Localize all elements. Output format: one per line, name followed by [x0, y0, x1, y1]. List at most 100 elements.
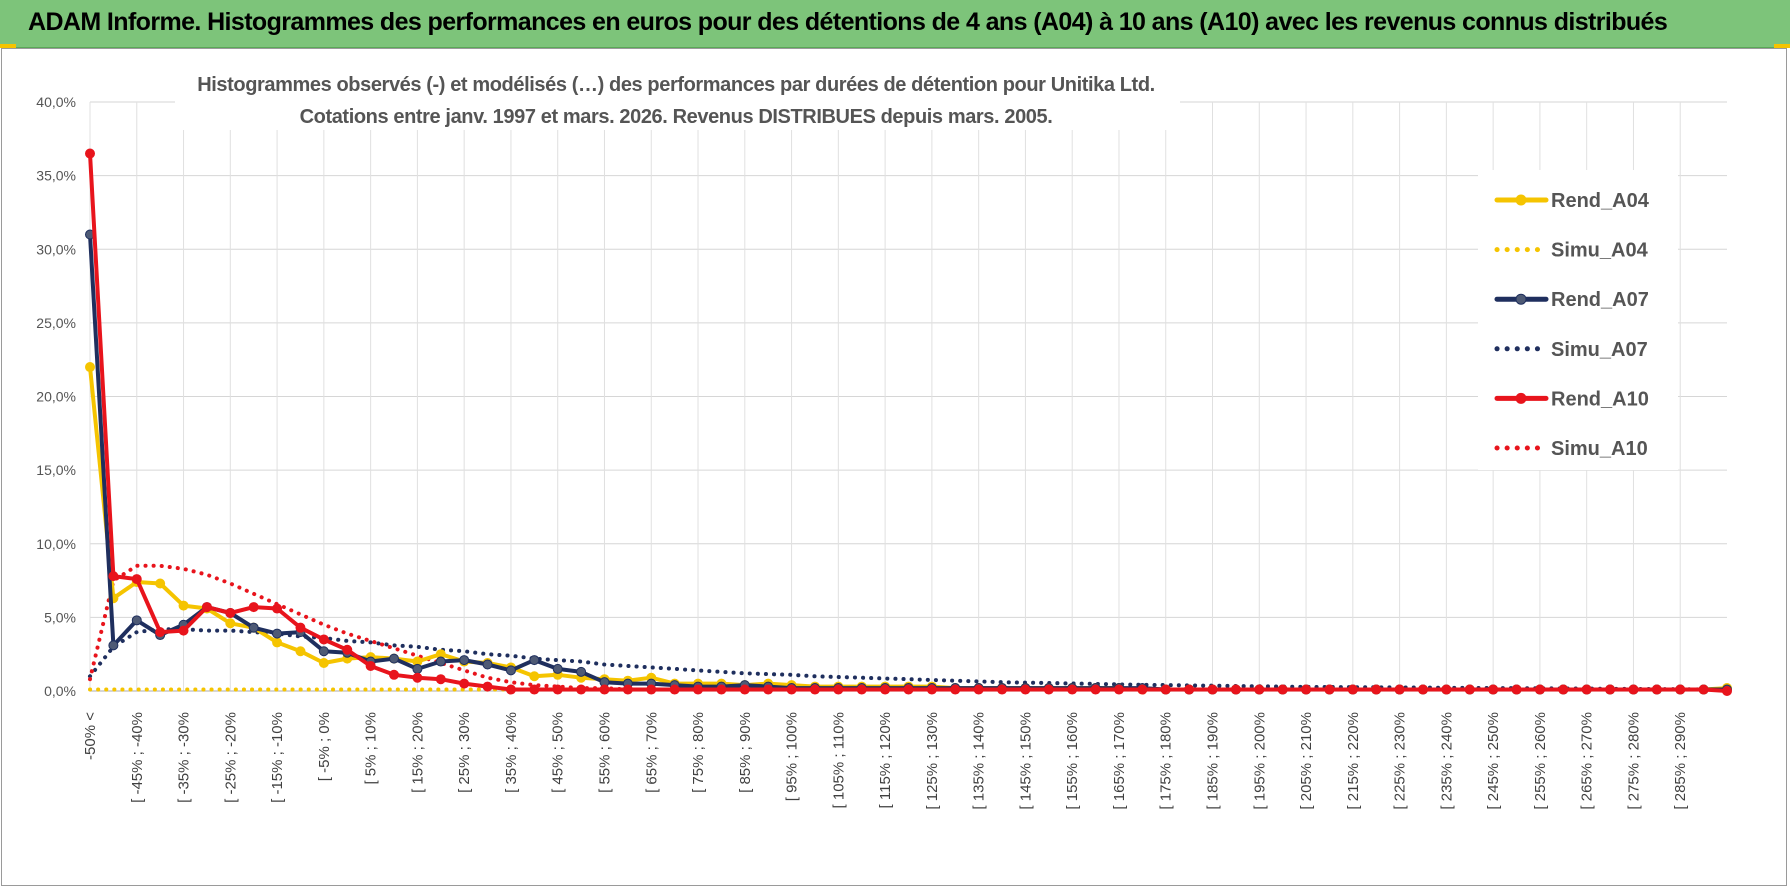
legend-item-simu_a04: Simu_A04	[1494, 240, 1649, 262]
data-point	[1417, 684, 1428, 695]
y-tick-label: 10,0%	[36, 536, 76, 552]
data-point	[365, 660, 376, 671]
data-point	[225, 607, 236, 618]
data-point	[552, 663, 563, 674]
data-point	[248, 602, 259, 613]
x-tick-label: [ 285% ; 290%	[1672, 712, 1689, 810]
y-tick-label: 40,0%	[36, 94, 76, 110]
data-point	[225, 618, 236, 629]
y-tick-label: 5,0%	[44, 609, 76, 625]
data-point	[201, 602, 212, 613]
y-tick-label: 25,0%	[36, 315, 76, 331]
data-point	[178, 625, 189, 636]
x-tick-label: [ -45% ; -40%	[129, 712, 146, 803]
data-point	[248, 622, 259, 633]
data-point	[576, 666, 587, 677]
data-point	[1067, 684, 1078, 695]
data-point	[1534, 684, 1545, 695]
data-point	[576, 684, 587, 695]
data-point	[1137, 684, 1148, 695]
data-point	[1488, 684, 1499, 695]
data-point	[272, 637, 283, 648]
data-point	[973, 684, 984, 695]
x-tick-label: [ -15% ; -10%	[269, 712, 286, 803]
data-point	[1651, 684, 1662, 695]
y-tick-label: 15,0%	[36, 462, 76, 478]
data-point	[1605, 684, 1616, 695]
data-point	[1324, 684, 1335, 695]
legend-marker	[1515, 293, 1527, 305]
x-tick-label: [ 35% ; 40%	[503, 712, 520, 793]
data-point	[1371, 684, 1382, 695]
data-point	[1698, 684, 1709, 695]
data-point	[295, 622, 306, 633]
x-tick-label: [ 195% ; 200%	[1251, 712, 1268, 810]
x-tick-label: [ 225% ; 230%	[1392, 712, 1409, 810]
grid-lines	[89, 101, 1727, 692]
data-point	[295, 646, 306, 657]
data-point	[1464, 684, 1475, 695]
data-point	[1441, 684, 1452, 695]
legend-label: Simu_A07	[1551, 339, 1648, 361]
x-tick-label: [ 235% ; 240%	[1438, 712, 1455, 810]
x-tick-label: [ 135% ; 140%	[971, 712, 988, 810]
series-rend_a10	[85, 148, 1732, 696]
y-tick-label: 0,0%	[44, 683, 76, 699]
data-point	[1628, 684, 1639, 695]
data-point	[1558, 684, 1569, 695]
x-tick-label: [ 265% ; 270%	[1579, 712, 1596, 810]
y-axis-ticks: 0,0% 5,0% 10,0% 15,0% 20,0% 25,0% 30,0% 35,0% 40…	[36, 94, 76, 699]
data-point	[435, 674, 446, 685]
data-point	[155, 627, 166, 638]
x-tick-label: [ 255% ; 260%	[1532, 712, 1549, 810]
x-tick-label: [ 175% ; 180%	[1158, 712, 1175, 810]
data-point	[833, 684, 844, 695]
data-point	[108, 640, 119, 651]
data-series	[85, 148, 1732, 696]
legend-item-simu_a07: Simu_A07	[1494, 339, 1648, 361]
x-tick-label: [ 215% ; 220%	[1345, 712, 1362, 810]
legend-item-simu_a10: Simu_A10	[1494, 438, 1648, 460]
data-point	[1347, 684, 1358, 695]
data-point	[903, 684, 914, 695]
data-point	[131, 615, 142, 626]
data-point	[389, 669, 400, 680]
data-point	[529, 655, 540, 666]
chart-title-box: Histogrammes observés (-) et modélisés (…	[175, 62, 1180, 130]
data-point	[1230, 684, 1241, 695]
corner-accent-left	[0, 44, 16, 48]
x-tick-label: [ 275% ; 280%	[1625, 712, 1642, 810]
data-point	[1090, 684, 1101, 695]
data-point	[272, 628, 283, 639]
data-point	[1184, 684, 1195, 695]
chart-subtitle: Cotations entre janv. 1997 et mars. 2026…	[300, 106, 1053, 128]
x-tick-label: [ 155% ; 160%	[1064, 712, 1081, 810]
x-axis-ticks: -50% < [ -45% ; -40% [ -35% ; -30% [ -25% ;…	[82, 712, 1689, 810]
data-point	[1254, 684, 1265, 695]
data-point	[318, 646, 329, 657]
x-tick-label: [ 75% ; 80%	[690, 712, 707, 793]
data-point	[435, 656, 446, 667]
data-point	[459, 655, 470, 666]
data-point	[1301, 684, 1312, 695]
series-line-simu_a10	[88, 563, 1729, 692]
x-tick-label: [ -5% ; 0%	[316, 712, 333, 781]
data-point	[108, 571, 119, 582]
x-tick-label: [ 95% ; 100%	[784, 712, 801, 801]
data-point	[1277, 684, 1288, 695]
legend-item-rend_a04: Rend_A04	[1494, 190, 1650, 212]
data-point	[85, 148, 95, 159]
data-point	[412, 663, 423, 674]
data-point	[529, 684, 540, 695]
x-tick-label: [ 145% ; 150%	[1017, 712, 1034, 810]
legend-label: Simu_A10	[1551, 438, 1648, 460]
data-point	[318, 658, 329, 669]
data-point	[1020, 684, 1031, 695]
x-tick-label: [ 55% ; 60%	[596, 712, 613, 793]
data-point	[622, 684, 633, 695]
x-tick-label: [ -35% ; -30%	[176, 712, 193, 803]
data-point	[669, 684, 680, 695]
chart-frame	[1, 48, 1787, 886]
legend: Rend_A04 Simu_A04 Rend_A07 Simu_A07 Rend_A10…	[1478, 170, 1678, 470]
